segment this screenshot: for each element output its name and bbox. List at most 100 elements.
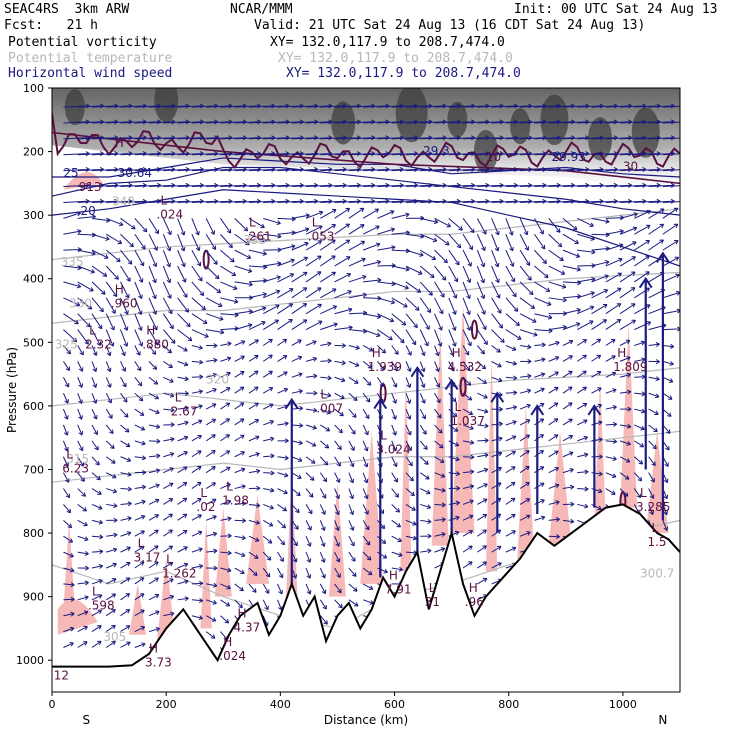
- wind-vector-head: [198, 615, 203, 621]
- wind-vector: [162, 265, 171, 283]
- pv-closed-contour: [470, 319, 478, 340]
- wind-vector: [191, 565, 203, 569]
- wind-vector-head: [317, 255, 322, 260]
- wind-vector: [605, 272, 622, 283]
- wind-vector: [634, 200, 661, 203]
- wind-vector: [262, 583, 270, 594]
- wind-vector-head: [142, 470, 147, 475]
- wind-vector: [148, 345, 156, 355]
- wind-vector: [591, 387, 602, 394]
- wind-vector-head: [127, 516, 132, 522]
- wind-vector-head: [98, 563, 104, 569]
- wind-vector: [320, 200, 347, 203]
- wind-vector: [62, 392, 69, 404]
- wind-vector: [134, 376, 143, 387]
- wind-vector-head: [196, 465, 202, 471]
- wind-vector: [234, 281, 253, 286]
- wind-vector-head: [655, 359, 660, 365]
- wind-vector: [519, 234, 529, 251]
- wind-vector-head: [685, 152, 689, 156]
- wind-vector-head: [583, 452, 589, 458]
- wind-vector: [234, 418, 245, 426]
- wind-vector-head: [354, 602, 359, 607]
- wind-vector: [77, 472, 85, 482]
- wind-vector: [248, 121, 275, 124]
- wind-vector: [605, 230, 624, 235]
- wind-vector-head: [406, 367, 412, 372]
- wind-vector: [463, 121, 490, 124]
- wind-vector-head: [92, 351, 98, 356]
- wind-vector-head: [112, 562, 117, 568]
- wind-vector-head: [241, 501, 246, 507]
- wind-vector: [163, 438, 175, 442]
- wind-vector-head: [421, 399, 426, 404]
- wind-vector: [191, 405, 203, 410]
- wind-vector-head: [412, 521, 417, 526]
- wind-vector: [149, 137, 176, 140]
- wind-vector-head: [407, 430, 412, 436]
- wind-vector: [134, 137, 161, 140]
- wind-vector: [305, 271, 322, 283]
- wind-vector-head: [224, 619, 230, 624]
- wind-vector-head: [541, 357, 546, 363]
- wind-vector: [148, 469, 160, 474]
- wind-vector-head: [350, 446, 355, 451]
- wind-vector: [619, 303, 636, 315]
- wind-vector-head: [297, 457, 303, 463]
- wind-vector-head: [274, 319, 279, 324]
- wind-vector-head: [509, 246, 514, 252]
- wind-vector: [334, 392, 345, 399]
- wind-vector-head: [340, 377, 346, 383]
- wind-vector-head: [395, 508, 400, 513]
- wind-vector: [534, 168, 561, 172]
- wind-vector: [248, 402, 259, 410]
- wind-vector: [191, 548, 203, 553]
- wind-vector-head: [112, 488, 118, 494]
- wind-vector-head: [269, 419, 274, 425]
- wind-vector: [634, 168, 661, 172]
- wind-vector-head: [197, 498, 202, 503]
- wind-vector-head: [430, 273, 435, 279]
- wind-vector: [348, 184, 375, 188]
- wind-vector: [220, 466, 231, 474]
- wind-vector: [305, 340, 317, 346]
- pv-tropopause-contour: [52, 113, 680, 169]
- wind-vector: [306, 105, 333, 108]
- wind-vector-head: [496, 545, 502, 551]
- wind-vector-head: [640, 340, 646, 346]
- wind-vector: [177, 597, 189, 601]
- wind-vector-head: [333, 322, 338, 328]
- extremum-marker: H: [389, 568, 398, 582]
- wind-vector-head: [198, 389, 204, 395]
- wind-vector: [634, 137, 661, 140]
- wind-vector-head: [197, 514, 202, 519]
- wind-vector: [105, 281, 118, 297]
- wind-vector-head: [126, 641, 131, 646]
- wind-vector-head: [568, 402, 573, 407]
- wind-vector: [334, 223, 350, 235]
- wind-vector-head: [453, 427, 459, 432]
- wind-vector-head: [169, 594, 175, 600]
- wind-vector-head: [539, 434, 544, 439]
- wind-vector-head: [568, 434, 574, 440]
- wind-vector-head: [265, 589, 270, 594]
- wind-vector: [234, 249, 251, 259]
- wind-vector-head: [327, 358, 332, 364]
- pv-shade-plume: [200, 520, 212, 629]
- extremum-value: .024: [156, 207, 183, 221]
- wind-vector-head: [547, 314, 553, 320]
- wind-vector-head: [320, 526, 326, 531]
- wind-vector: [191, 105, 218, 108]
- wind-vector: [248, 217, 265, 229]
- x-axis-label: Distance (km): [324, 713, 408, 727]
- wind-vector: [91, 625, 102, 633]
- wind-vector: [562, 137, 589, 140]
- wind-vector: [505, 152, 532, 156]
- wind-vector-head: [84, 595, 89, 601]
- wind-vector-head: [308, 493, 314, 498]
- wind-vector: [548, 371, 559, 378]
- wind-vector: [291, 184, 318, 188]
- wind-vector: [148, 627, 160, 633]
- wind-vector: [91, 233, 110, 240]
- wind-vector: [491, 329, 505, 343]
